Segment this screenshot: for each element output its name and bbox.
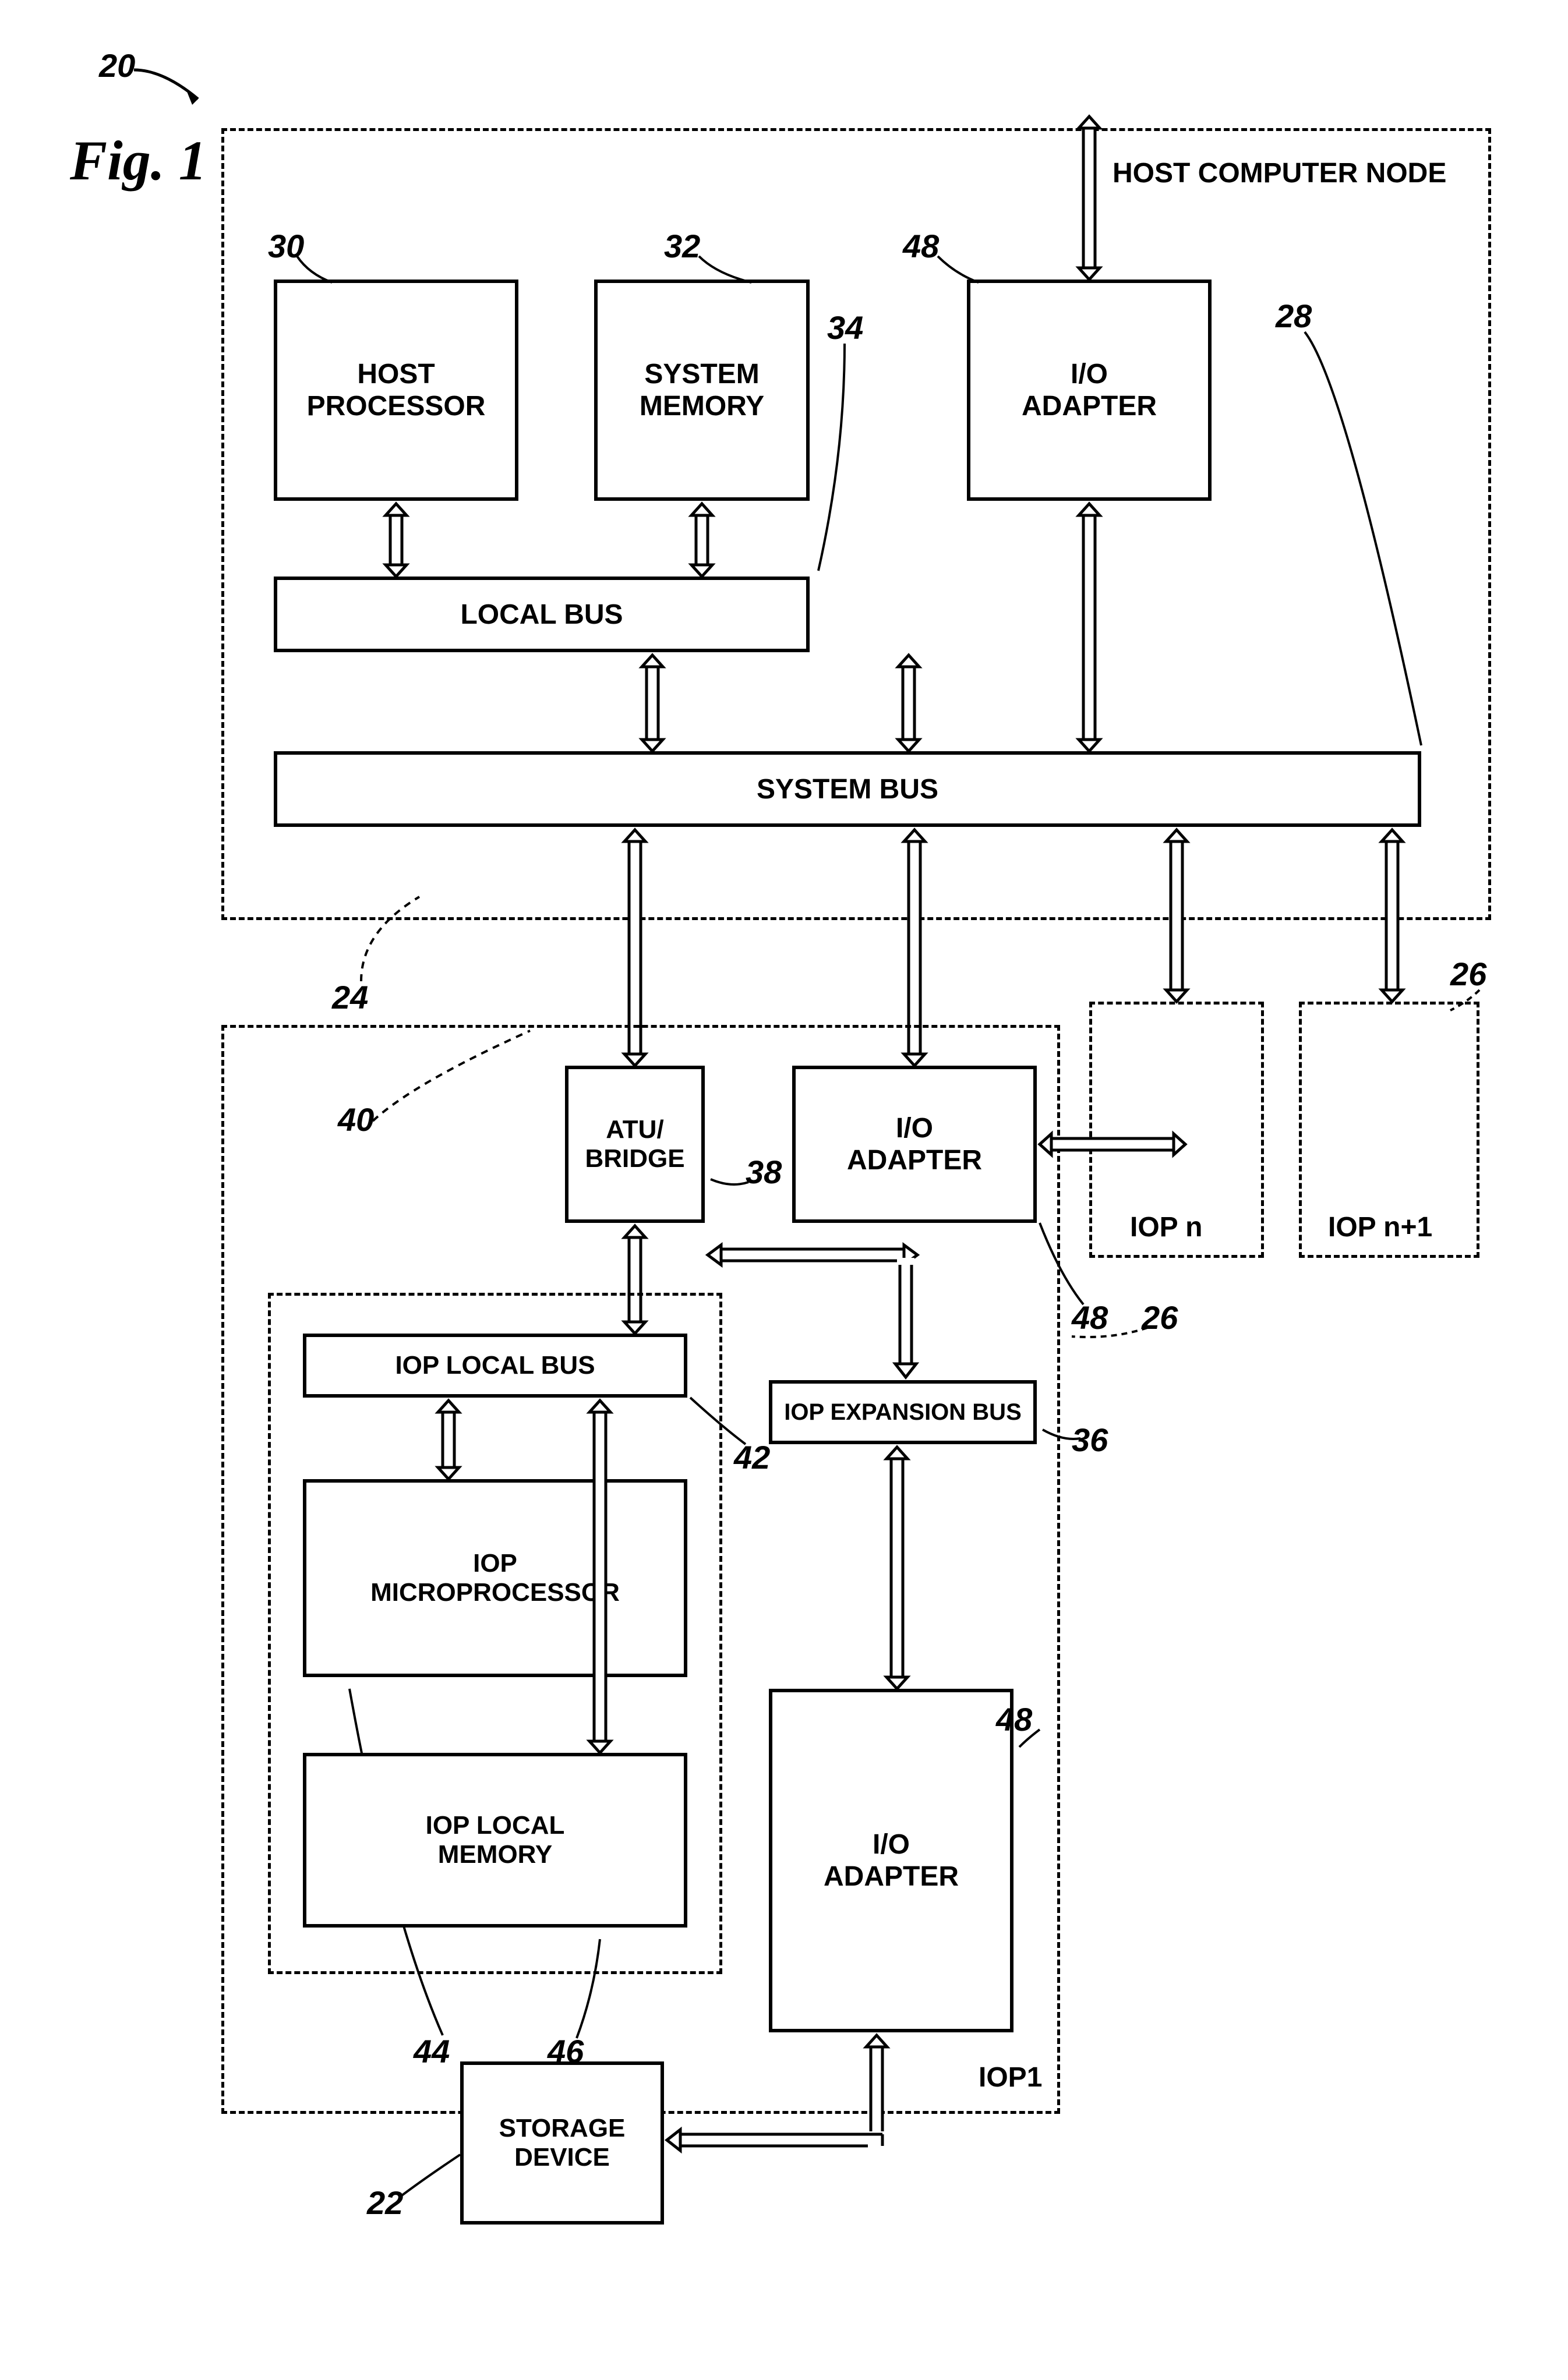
system-bus-text: SYSTEM BUS xyxy=(757,773,938,805)
ref-40: 40 xyxy=(338,1101,374,1138)
ref-48c: 48 xyxy=(996,1700,1032,1738)
iop-expansion-bus-text: IOP EXPANSION BUS xyxy=(784,1399,1022,1426)
iop-n-label: IOP n xyxy=(1130,1211,1202,1243)
iop-local-bus-block: IOP LOCAL BUS xyxy=(303,1334,687,1398)
ref-48b: 48 xyxy=(1072,1299,1108,1336)
diagram-canvas: Fig. 1 20 HOST COMPUTER NODE 24 HOST PRO… xyxy=(23,23,1545,2357)
local-bus-text: LOCAL BUS xyxy=(460,599,623,631)
ref-22: 22 xyxy=(367,2184,403,2222)
ref-34: 34 xyxy=(827,309,863,346)
arrow-20 xyxy=(128,64,245,134)
io-adapter-top-block: I/O ADAPTER xyxy=(967,280,1212,501)
iop-local-memory-block: IOP LOCAL MEMORY xyxy=(303,1753,687,1928)
leader-22 xyxy=(396,2149,466,2201)
io-adapter-top-text: I/O ADAPTER xyxy=(1022,358,1157,422)
storage-device-text: STORAGE DEVICE xyxy=(499,2114,626,2172)
ref-38: 38 xyxy=(746,1153,782,1191)
iop-microprocessor-block: IOP MICROPROCESSOR xyxy=(303,1479,687,1677)
local-bus-block: LOCAL BUS xyxy=(274,577,810,652)
io-adapter-bot-block: I/O ADAPTER xyxy=(769,1689,1013,2032)
iop-microprocessor-text: IOP MICROPROCESSOR xyxy=(370,1549,620,1607)
ref-28: 28 xyxy=(1276,297,1312,335)
figure-label: Fig. 1 xyxy=(70,128,207,193)
ref-36: 36 xyxy=(1072,1421,1108,1459)
ref-32: 32 xyxy=(664,227,700,265)
io-adapter-mid-block: I/O ADAPTER xyxy=(792,1066,1037,1223)
storage-device-block: STORAGE DEVICE xyxy=(460,2061,664,2225)
iop1-label: IOP1 xyxy=(979,2061,1042,2093)
iop-local-bus-text: IOP LOCAL BUS xyxy=(395,1351,595,1380)
system-bus-block: SYSTEM BUS xyxy=(274,751,1421,827)
host-node-label: HOST COMPUTER NODE xyxy=(1113,157,1446,189)
ref-26b: 26 xyxy=(1142,1299,1178,1336)
system-memory-block: SYSTEM MEMORY xyxy=(594,280,810,501)
iop-local-memory-text: IOP LOCAL MEMORY xyxy=(426,1811,565,1869)
ref-30: 30 xyxy=(268,227,304,265)
atu-bridge-block: ATU/ BRIDGE xyxy=(565,1066,705,1223)
atu-bridge-text: ATU/ BRIDGE xyxy=(585,1115,684,1173)
ref-44: 44 xyxy=(414,2032,450,2070)
host-processor-text: HOST PROCESSOR xyxy=(307,358,486,422)
host-processor-block: HOST PROCESSOR xyxy=(274,280,518,501)
ref-24: 24 xyxy=(332,978,368,1016)
ref-20: 20 xyxy=(99,47,135,84)
ref-42: 42 xyxy=(734,1438,770,1476)
ref-26a: 26 xyxy=(1450,955,1486,993)
io-adapter-bot-text: I/O ADAPTER xyxy=(824,1829,959,1893)
iop-expansion-bus-block: IOP EXPANSION BUS xyxy=(769,1380,1037,1444)
ref-48a: 48 xyxy=(903,227,939,265)
io-adapter-mid-text: I/O ADAPTER xyxy=(847,1112,982,1176)
iop-n1-label: IOP n+1 xyxy=(1328,1211,1432,1243)
system-memory-text: SYSTEM MEMORY xyxy=(640,358,764,422)
